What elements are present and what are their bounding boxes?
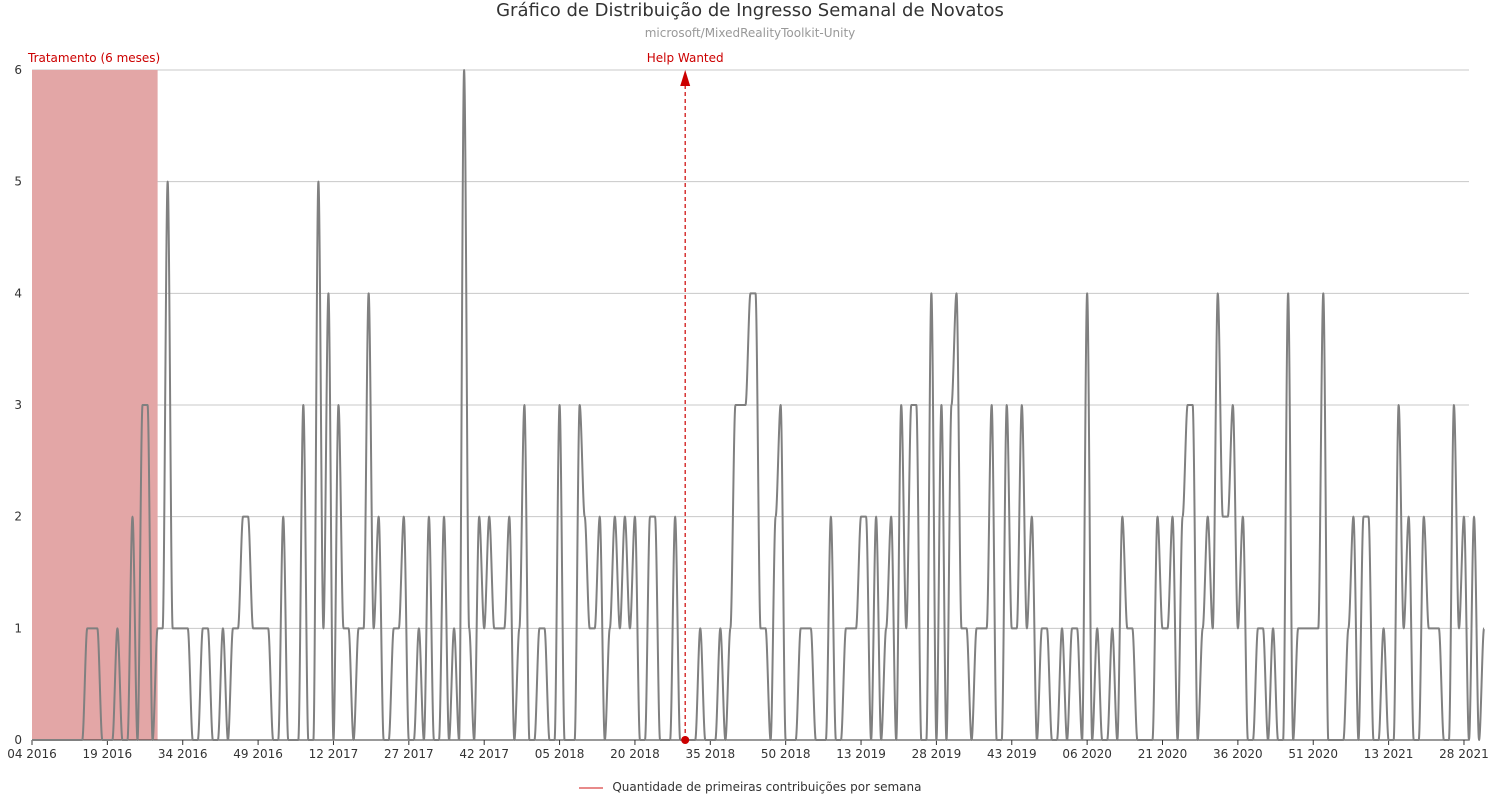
- y-tick-label: 6: [14, 63, 22, 77]
- legend-label: Quantidade de primeiras contribuições po…: [612, 780, 922, 794]
- x-tick-label: 21 2020: [1138, 747, 1188, 761]
- x-tick-label: 49 2016: [233, 747, 283, 761]
- x-tick-label: 28 2019: [912, 747, 962, 761]
- y-axis-ticks: 0 1 2 3 4 5 6: [14, 63, 22, 747]
- x-tick-label: 13 2019: [836, 747, 886, 761]
- x-axis-ticks: 04 2016 19 2016 34 2016 49 2016 12 2017 27 20…: [7, 740, 1489, 761]
- y-tick-label: 2: [14, 510, 22, 524]
- x-tick-label: 28 2021: [1439, 747, 1489, 761]
- x-tick-label: 05 2018: [535, 747, 585, 761]
- x-tick-label: 35 2018: [685, 747, 735, 761]
- treatment-band-label: Tratamento (6 meses): [27, 51, 160, 65]
- x-tick-label: 12 2017: [309, 747, 359, 761]
- x-tick-label: 51 2020: [1288, 747, 1338, 761]
- help-wanted-arrowhead: [680, 70, 691, 86]
- x-tick-label: 19 2016: [83, 747, 133, 761]
- chart-subtitle: microsoft/MixedRealityToolkit-Unity: [644, 26, 856, 40]
- y-tick-label: 3: [14, 398, 22, 412]
- x-tick-label: 42 2017: [459, 747, 509, 761]
- y-tick-label: 0: [14, 733, 22, 747]
- x-tick-label: 27 2017: [384, 747, 434, 761]
- x-tick-label: 04 2016: [7, 747, 57, 761]
- series-line: [31, 68, 1486, 742]
- help-wanted-marker: [681, 736, 690, 744]
- x-tick-label: 13 2021: [1364, 747, 1414, 761]
- x-tick-label: 06 2020: [1062, 747, 1112, 761]
- help-wanted-label: Help Wanted: [647, 51, 724, 65]
- legend: Quantidade de primeiras contribuições po…: [0, 780, 1500, 794]
- y-tick-label: 4: [14, 286, 22, 300]
- y-tick-label: 5: [14, 175, 22, 189]
- y-tick-label: 1: [14, 621, 22, 635]
- legend-swatch: [578, 786, 603, 789]
- x-tick-label: 20 2018: [610, 747, 660, 761]
- grid-lines: [32, 69, 1469, 741]
- chart-title: Gráfico de Distribuição de Ingresso Sema…: [496, 0, 1004, 21]
- x-tick-label: 50 2018: [761, 747, 811, 761]
- x-tick-label: 34 2016: [158, 747, 208, 761]
- x-tick-label: 43 2019: [987, 747, 1037, 761]
- help-wanted-annotation: Help Wanted: [647, 51, 724, 744]
- x-tick-label: 36 2020: [1213, 747, 1263, 761]
